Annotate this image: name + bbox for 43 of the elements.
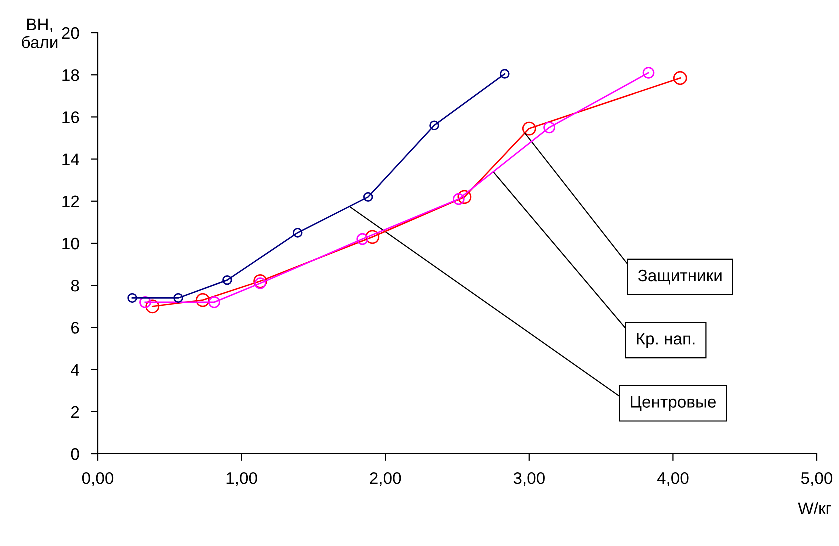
- x-tick-label: 1,00: [226, 472, 258, 486]
- y-tick-label: 16: [62, 112, 80, 124]
- y-tick-label: 0: [71, 448, 80, 460]
- point: [500, 69, 510, 79]
- point: [293, 228, 303, 238]
- point: [146, 300, 160, 314]
- text: Защитники: [638, 270, 722, 285]
- x-tick-label: 2,00: [370, 472, 402, 486]
- y-tick-label: 14: [62, 154, 80, 166]
- y-tick-label: 10: [62, 238, 80, 250]
- point: [356, 233, 368, 246]
- x-tick-label: 5,00: [801, 472, 833, 486]
- point: [522, 122, 536, 136]
- point: [430, 120, 440, 130]
- y-tick-label: 20: [62, 27, 80, 40]
- point: [140, 296, 152, 308]
- x-tick-label: 4,00: [657, 472, 689, 486]
- point: [222, 275, 232, 286]
- text: Кр. нап.: [637, 333, 695, 348]
- y-tick-label: 2: [72, 406, 80, 418]
- x-tick-label: 0,00: [82, 472, 114, 486]
- point: [458, 190, 472, 204]
- point: [544, 122, 556, 134]
- point: [254, 274, 268, 288]
- y-tick-label: 4: [71, 364, 80, 376]
- point: [196, 293, 210, 308]
- point: [128, 293, 138, 304]
- point: [208, 296, 220, 308]
- point: [366, 230, 380, 244]
- point: [363, 192, 374, 202]
- y-axis-title: ВН, бали: [22, 18, 58, 48]
- y-tick-label: 12: [62, 196, 80, 208]
- x-axis-title: W/кг: [798, 502, 832, 514]
- y-tick-label: 6: [72, 322, 80, 334]
- point: [174, 293, 184, 304]
- point: [642, 67, 655, 79]
- point: [254, 278, 266, 290]
- y-tick-label: 8: [71, 280, 80, 292]
- text: Центровые: [631, 396, 716, 412]
- point: [673, 71, 688, 86]
- x-tick-label: 3,00: [514, 472, 545, 486]
- y-tick-label: 18: [62, 70, 80, 82]
- point: [453, 193, 465, 206]
